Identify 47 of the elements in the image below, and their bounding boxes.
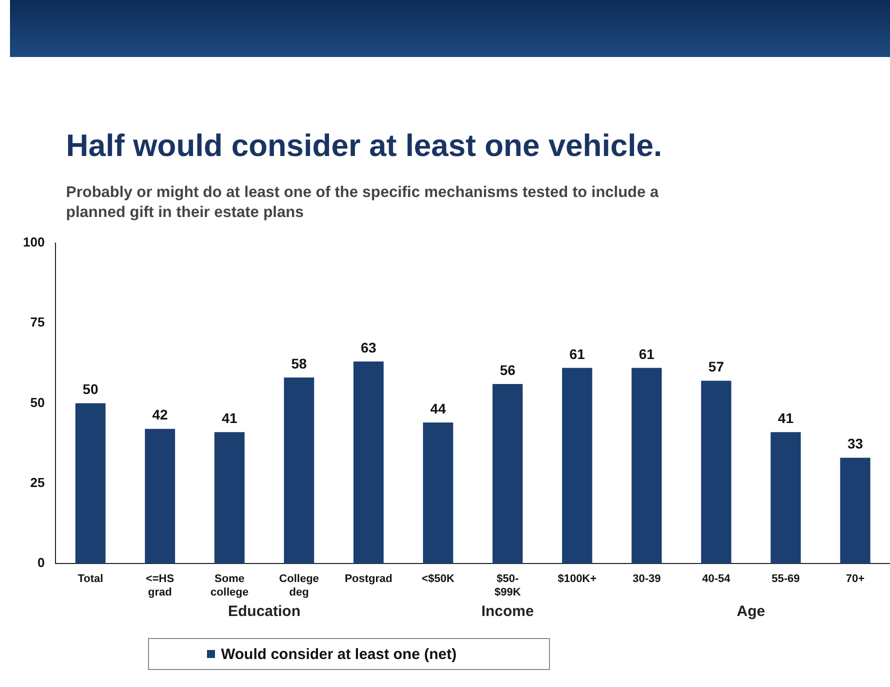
x-tick-label: 70+: [846, 573, 865, 586]
legend-label: Would consider at least one (net): [221, 646, 457, 662]
bar: [770, 432, 801, 564]
x-tick-label: 40-54: [702, 573, 732, 586]
bar: [492, 384, 523, 564]
y-tick-label: 50: [30, 394, 45, 410]
x-tick-label: $100K+: [558, 573, 597, 586]
x-tick-label: 30-39: [632, 573, 661, 586]
data-label: 41: [778, 410, 794, 426]
data-label: 41: [222, 410, 238, 426]
x-tick-label: Some college: [210, 573, 248, 598]
bar: [632, 368, 662, 564]
text: Education: [228, 603, 301, 620]
chart-subtitle: Probably or might do at least one of the specific mechanisms tested to include a planned gift in their estate plans: [66, 183, 660, 223]
data-label: 58: [291, 355, 308, 372]
y-tick-label: 25: [30, 474, 45, 490]
bar: [144, 428, 176, 564]
x-tick-label: Postgrad: [344, 573, 392, 586]
x-tick-label: <$50K: [422, 573, 454, 586]
text: Age: [736, 603, 766, 620]
data-label: 56: [500, 362, 516, 378]
x-tick-label: <=HS grad: [146, 573, 174, 598]
bar: [422, 422, 454, 564]
x-tick-label: $50-$99K: [494, 573, 521, 598]
x-tick-label: Total: [78, 573, 104, 586]
bar: [562, 368, 592, 564]
data-label: 57: [708, 358, 724, 375]
bar: [840, 458, 870, 564]
data-label: 33: [847, 436, 864, 452]
chart-title: Half would consider at least one vehicle.: [66, 128, 662, 164]
data-label: 63: [360, 339, 377, 356]
bar: [75, 403, 106, 564]
data-label: 44: [430, 400, 446, 416]
text: Income: [481, 603, 534, 620]
y-tick-label: 0: [37, 555, 45, 570]
y-tick-label: 100: [22, 234, 45, 250]
data-label: 50: [82, 381, 98, 398]
y-tick-label: 75: [30, 314, 45, 330]
data-label: 42: [152, 406, 168, 423]
bar: [353, 361, 384, 564]
data-label: 61: [569, 346, 586, 362]
x-tick-label: 55-69: [772, 573, 800, 586]
bar: [284, 378, 314, 564]
data-label: 61: [638, 346, 655, 362]
bar: [214, 432, 245, 564]
bar: [701, 380, 732, 564]
x-tick-label: College deg: [279, 573, 319, 598]
